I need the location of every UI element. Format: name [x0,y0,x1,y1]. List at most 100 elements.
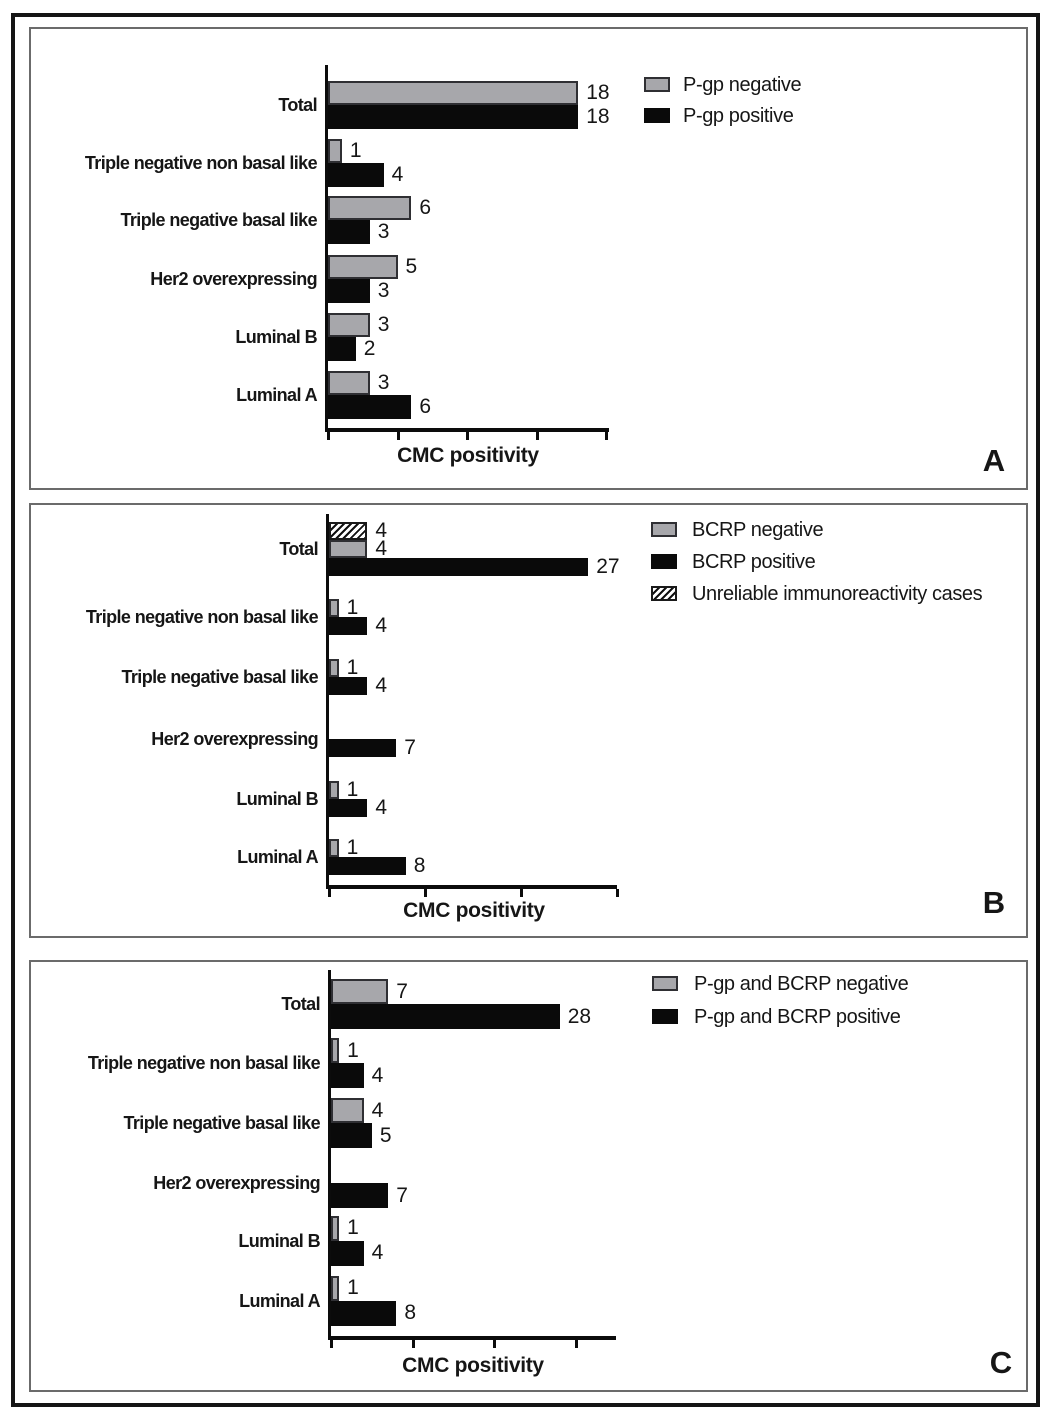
x-axis-tick [520,889,523,897]
bar-value-label: 1 [349,139,362,162]
x-axis-line [325,428,609,432]
y-axis-spine [328,970,331,1340]
category-label: Triple negative non basal like [85,607,319,627]
bar [329,799,368,817]
x-axis-tick [396,432,400,440]
bar-value-label: 5 [379,1123,392,1147]
bar [329,521,368,540]
bar-value-label: 7 [396,1183,408,1207]
bar-value-label: 2 [363,336,376,360]
legend-label: P-gp negative [683,74,802,96]
bar [331,1063,364,1089]
y-axis-spine [325,65,328,432]
category-label: Triple negative non basal like [87,1053,321,1074]
bar [329,617,368,635]
category-label: Luminal A [239,1290,321,1311]
legend-label: BCRP positive [692,551,816,573]
bar-value-label: 3 [377,278,390,302]
bar [331,1098,364,1124]
bar [331,979,389,1005]
category-label: Triple negative basal like [121,666,319,687]
category-label: Her2 overexpressing [151,728,318,749]
panel-letter: A [982,443,1006,478]
bar-value-label: 4 [371,1241,384,1265]
bar [329,599,339,617]
bar [331,1275,340,1301]
category-label: Triple negative non basal like [84,153,318,173]
category-label: Total [279,538,318,559]
legend-label: BCRP negative [692,519,824,541]
bar-value-label: 28 [567,1004,592,1028]
bar [329,857,406,875]
legend-swatch-gray [651,522,677,537]
bar-value-label: 1 [346,778,359,801]
bar-value-label: 7 [396,979,408,1003]
panel-letter: C [989,1345,1013,1380]
x-axis-title: CMC positivity [403,899,545,922]
bar-value-label: 7 [404,735,416,759]
bar-value-label: 1 [346,836,359,859]
x-axis-tick [605,432,608,440]
x-axis-line [326,885,617,889]
bar-value-label: 4 [371,1098,384,1122]
category-label: Her2 overexpressing [153,1173,320,1193]
category-label: Luminal B [238,1230,320,1251]
bar-value-label: 4 [375,796,388,819]
bar [328,394,412,419]
x-axis-tick [535,432,539,440]
bar-value-label: 18 [586,80,610,104]
category-label: Total [278,94,317,115]
bar [331,1004,560,1030]
bar-value-label: 5 [405,254,418,278]
bar [328,196,412,220]
panel-a: CMC positivity Total 18 18 Triple negative n… [29,27,1028,490]
panel-letter: B [982,885,1006,920]
bar-value-label: 4 [375,673,388,697]
bar [328,104,579,129]
bar-value-label: 1 [346,655,359,679]
x-axis-line [328,1336,617,1340]
bar-value-label: 1 [347,1038,359,1062]
bar [329,676,368,695]
bar-value-label: 4 [375,614,388,637]
bar [328,254,398,279]
legend-swatch-black [652,1008,678,1024]
bar [331,1240,364,1266]
category-label: Triple negative basal like [123,1113,321,1134]
y-axis-spine [326,514,329,889]
bar [329,839,339,857]
bar [329,658,339,677]
bar [331,1038,340,1064]
x-axis-tick [327,432,330,440]
bar [328,336,356,361]
bar-value-label: 8 [413,854,426,877]
category-label: Luminal B [235,326,317,347]
bar [328,163,384,187]
bar [328,80,579,105]
x-axis-title: CMC positivity [397,444,539,467]
bar-value-label: 4 [375,518,388,542]
bar-value-label: 3 [377,312,390,336]
panel-c: CMC positivity Total 7 28 Triple negative no… [29,960,1028,1392]
legend-label: Unreliable immunoreactivity cases [692,583,983,605]
category-label: Total [281,994,320,1015]
bar [331,1300,397,1326]
bar [329,539,368,558]
x-axis-title: CMC positivity [402,1354,544,1377]
bar-value-label: 4 [371,1063,384,1087]
category-label: Triple negative basal like [120,210,318,230]
bar-value-label: 1 [347,1216,359,1240]
category-label: Luminal B [236,789,318,809]
x-axis-tick [424,889,427,897]
bar [329,781,339,799]
x-axis-tick [575,1340,579,1348]
legend-label: P-gp positive [683,105,794,127]
x-axis-tick [328,889,331,897]
x-axis-tick [411,1340,415,1348]
x-axis-tick [466,432,469,440]
legend-label: P-gp and BCRP positive [694,1005,901,1028]
bar [328,312,370,337]
bar [328,370,370,395]
x-axis-tick [330,1340,333,1348]
bar-value-label: 18 [586,104,610,128]
